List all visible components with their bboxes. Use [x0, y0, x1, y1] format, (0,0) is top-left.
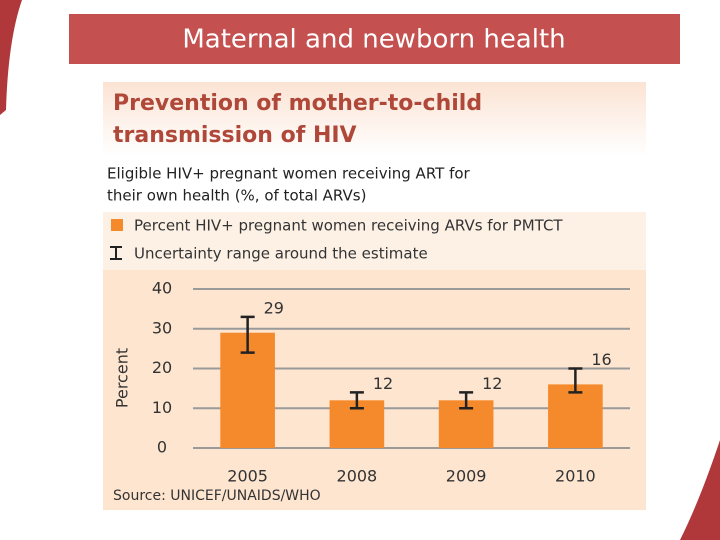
y-tick-label: 30 [152, 318, 172, 337]
data-label: 12 [482, 374, 502, 393]
source: Source: UNICEF/UNAIDS/WHO [113, 488, 321, 504]
data-label: 12 [373, 374, 393, 393]
data-label: 29 [264, 298, 284, 317]
chart-title: transmission of HIV [113, 123, 357, 148]
slide-title: Maternal and newborn health [182, 25, 565, 55]
subtitle-area [103, 156, 646, 212]
legend-errorbar-icon [110, 246, 122, 260]
error-bar [349, 391, 364, 410]
y-tick-label: 10 [152, 398, 172, 417]
corner-decoration [680, 440, 720, 540]
legend-label: Uncertainty range around the estimate [134, 245, 428, 263]
title-bar [69, 14, 680, 64]
x-tick-label: 2010 [555, 467, 596, 486]
corner-decoration [0, 0, 22, 115]
x-tick-label: 2005 [227, 467, 268, 486]
y-tick-label: 0 [157, 438, 167, 457]
y-tick-label: 20 [152, 358, 172, 377]
data-label: 16 [591, 350, 611, 369]
legend-swatch [111, 219, 123, 231]
legend-label: Percent HIV+ pregnant women receiving AR… [134, 217, 563, 235]
error-bar [568, 367, 583, 394]
y-tick-label: 40 [152, 279, 172, 298]
title-area [103, 82, 646, 156]
error-bar [240, 315, 255, 354]
x-tick-label: 2008 [337, 467, 378, 486]
x-tick-label: 2009 [446, 467, 487, 486]
legend-area [103, 212, 646, 270]
subtitle: their own health (%, of total ARVs) [107, 187, 366, 205]
chart-title: Prevention of mother-to-child [113, 91, 482, 116]
error-bar [459, 391, 474, 410]
bar [548, 384, 603, 448]
y-axis-label: Percent [113, 348, 132, 408]
subtitle: Eligible HIV+ pregnant women receiving A… [107, 165, 471, 183]
